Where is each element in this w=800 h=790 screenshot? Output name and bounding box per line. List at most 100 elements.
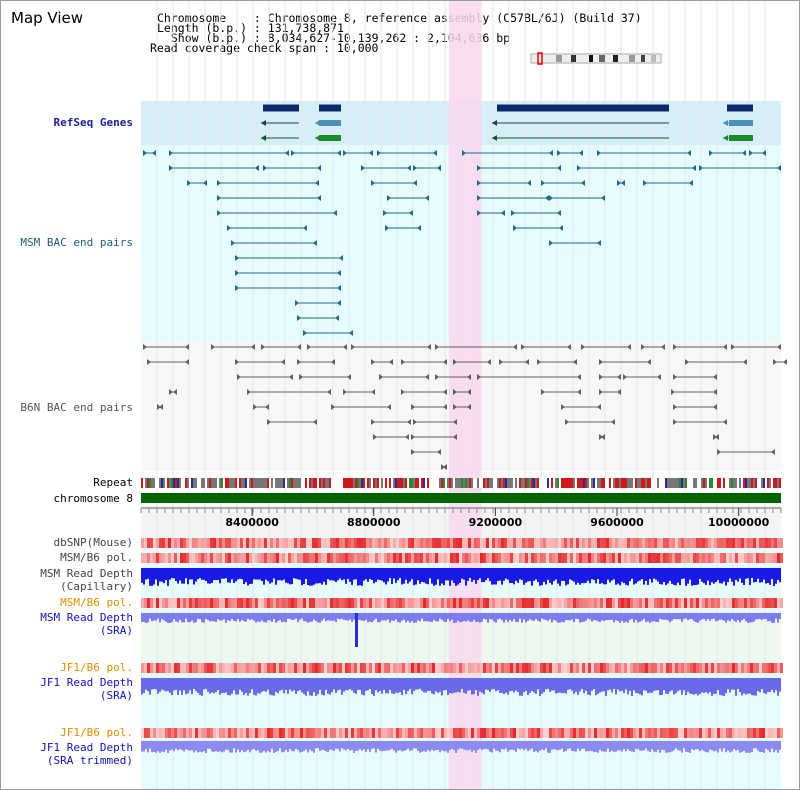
polymorphism-heat-cell <box>243 663 246 673</box>
read-depth-bar <box>509 678 511 692</box>
polymorphism-heat-cell <box>186 728 189 738</box>
read-depth-bar <box>389 678 391 690</box>
read-depth-bar <box>407 741 409 749</box>
polymorphism-heat-cell <box>435 663 438 673</box>
polymorphism-heat-cell <box>690 598 693 608</box>
msm-bac-pair-end <box>407 165 411 171</box>
polymorphism-heat-cell <box>294 553 297 563</box>
repeat-element <box>263 478 265 488</box>
polymorphism-heat-cell <box>378 663 381 673</box>
read-depth-bar <box>495 568 497 585</box>
polymorphism-heat-cell <box>513 663 516 673</box>
polymorphism-heat-cell <box>174 538 177 548</box>
read-depth-bar <box>181 741 183 751</box>
read-depth-bar <box>599 568 601 584</box>
read-depth-bar <box>409 568 411 582</box>
polymorphism-heat-cell <box>717 538 720 548</box>
polymorphism-heat-cell <box>774 663 777 673</box>
read-depth-bar <box>147 613 149 623</box>
read-depth-bar <box>227 741 229 750</box>
polymorphism-heat-cell <box>588 598 591 608</box>
read-depth-bar <box>389 741 391 750</box>
polymorphism-heat-cell <box>369 663 372 673</box>
polymorphism-heat-cell <box>366 538 369 548</box>
read-depth-bar <box>699 613 701 621</box>
read-depth-bar <box>503 613 505 623</box>
polymorphism-heat-cell <box>678 728 681 738</box>
jf1-read-depth-sra-sublabel: (SRA) <box>99 689 133 702</box>
read-depth-bar <box>733 678 735 690</box>
read-depth-bar <box>731 568 733 582</box>
repeat-element <box>193 478 195 488</box>
b6n-bac-pair-end <box>371 419 375 425</box>
polymorphism-heat-cell <box>480 538 483 548</box>
repeat-element <box>357 478 359 488</box>
polymorphism-heat-cell <box>777 663 780 673</box>
read-depth-bar <box>159 568 161 582</box>
read-depth-bar <box>199 741 201 752</box>
polymorphism-heat-cell <box>699 728 702 738</box>
read-depth-bar <box>437 613 439 622</box>
read-depth-bar <box>221 613 223 621</box>
b6n-bac-pair-end <box>425 374 429 380</box>
polymorphism-heat-cell <box>522 553 525 563</box>
polymorphism-heat-cell <box>648 728 651 738</box>
repeat-element <box>293 478 295 488</box>
repeat-element <box>239 478 241 488</box>
read-depth-bar <box>401 613 403 621</box>
msm-bac-pair-end <box>235 285 239 291</box>
read-depth-bar <box>157 613 159 619</box>
polymorphism-heat-cell <box>429 553 432 563</box>
read-depth-bar <box>187 678 189 694</box>
polymorphism-heat-cell <box>546 538 549 548</box>
polymorphism-heat-cell <box>426 728 429 738</box>
read-depth-bar <box>265 678 267 692</box>
polymorphism-heat-cell <box>681 598 684 608</box>
read-depth-bar <box>515 568 517 581</box>
polymorphism-heat-cell <box>492 663 495 673</box>
read-depth-bar <box>583 613 585 622</box>
read-depth-bar <box>715 741 717 751</box>
read-depth-bar <box>507 613 509 622</box>
read-depth-bar <box>323 568 325 582</box>
read-depth-bar <box>201 678 203 696</box>
b6n-bac-pair-end <box>371 389 375 395</box>
polymorphism-heat-cell <box>453 598 456 608</box>
polymorphism-heat-cell <box>552 663 555 673</box>
read-depth-bar <box>457 678 459 692</box>
polymorphism-heat-cell <box>750 728 753 738</box>
read-depth-bar <box>457 613 459 621</box>
read-depth-bar <box>423 568 425 583</box>
read-depth-bar <box>377 568 379 580</box>
read-depth-bar <box>627 741 629 750</box>
read-depth-bar <box>431 568 433 584</box>
msm-bac-pair-end <box>169 150 173 156</box>
read-depth-bar <box>237 741 239 750</box>
read-depth-bar <box>393 741 395 751</box>
polymorphism-heat-cell <box>276 538 279 548</box>
polymorphism-heat-cell <box>702 598 705 608</box>
read-depth-bar <box>269 741 271 753</box>
polymorphism-heat-cell <box>630 728 633 738</box>
polymorphism-heat-cell <box>357 538 360 548</box>
polymorphism-heat-cell <box>144 598 147 608</box>
polymorphism-heat-cell <box>624 663 627 673</box>
read-depth-bar <box>403 613 405 620</box>
polymorphism-heat-cell <box>267 728 270 738</box>
read-depth-bar <box>271 678 273 696</box>
read-depth-bar <box>619 678 621 692</box>
msm-bac-pair-end <box>337 150 341 156</box>
polymorphism-heat-cell <box>675 663 678 673</box>
read-depth-bar <box>273 568 275 579</box>
polymorphism-heat-cell <box>753 663 756 673</box>
repeat-element <box>769 478 771 488</box>
repeat-element <box>561 478 563 488</box>
read-depth-bar <box>567 741 569 749</box>
msm-bac-pair-end <box>333 210 337 216</box>
read-depth-bar <box>579 741 581 752</box>
polymorphism-heat-cell <box>663 553 666 563</box>
polymorphism-heat-cell <box>510 663 513 673</box>
polymorphism-heat-cell <box>183 663 186 673</box>
repeat-element <box>203 478 205 488</box>
